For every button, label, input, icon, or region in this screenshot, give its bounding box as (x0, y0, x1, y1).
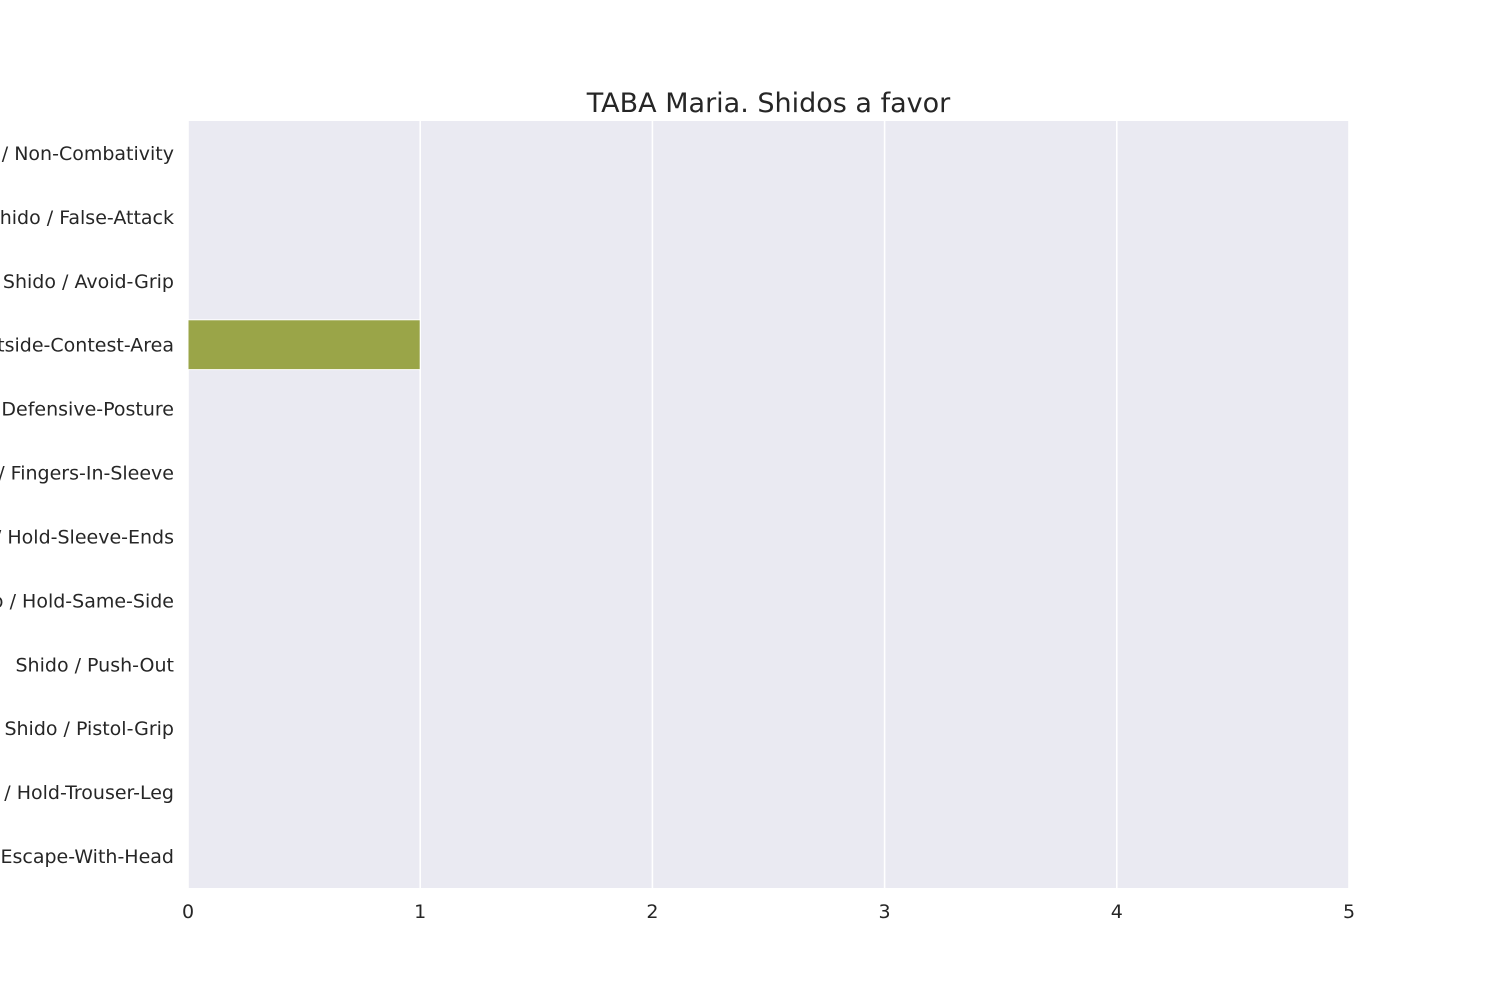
bar (187, 319, 421, 371)
x-tick-label: 5 (1343, 901, 1355, 923)
y-tick-label: Shido / Hold-Same-Side (0, 590, 174, 612)
y-tick-label: Shido / Pistol-Grip (4, 718, 174, 740)
y-tick-labels: Shido / Non-Combativity Shido / False-Att… (0, 143, 174, 868)
x-tick-label: 0 (182, 901, 194, 923)
bars (187, 319, 421, 371)
plot-area (188, 121, 1349, 888)
y-tick-label: Shido / Non-Combativity (0, 143, 174, 165)
y-tick-label: Shido / Avoid-Grip (3, 271, 174, 293)
y-tick-label: Shido / Hold-Trouser-Leg (0, 782, 174, 804)
y-tick-label: Shido / Fingers-In-Sleeve (0, 463, 174, 485)
y-tick-label: Shido / Hold-Sleeve-Ends (0, 526, 174, 548)
y-tick-label: Shido / False-Attack (0, 207, 174, 229)
y-tick-label: Shido / Escape-With-Head (0, 846, 174, 868)
y-tick-label: Shido / Push-Out (16, 654, 175, 676)
x-tick-label: 1 (414, 901, 426, 923)
chart-title: TABA Maria. Shidos a favor (586, 88, 951, 119)
x-tick-label: 2 (646, 901, 658, 923)
y-tick-label: Shido / Outside-Contest-Area (0, 335, 174, 357)
x-tick-label: 4 (1111, 901, 1123, 923)
x-tick-label: 3 (879, 901, 891, 923)
y-tick-label: Shido / Defensive-Posture (0, 399, 174, 421)
gridlines (187, 121, 1350, 888)
x-tick-labels: 0 1 2 3 4 5 (182, 901, 1355, 923)
